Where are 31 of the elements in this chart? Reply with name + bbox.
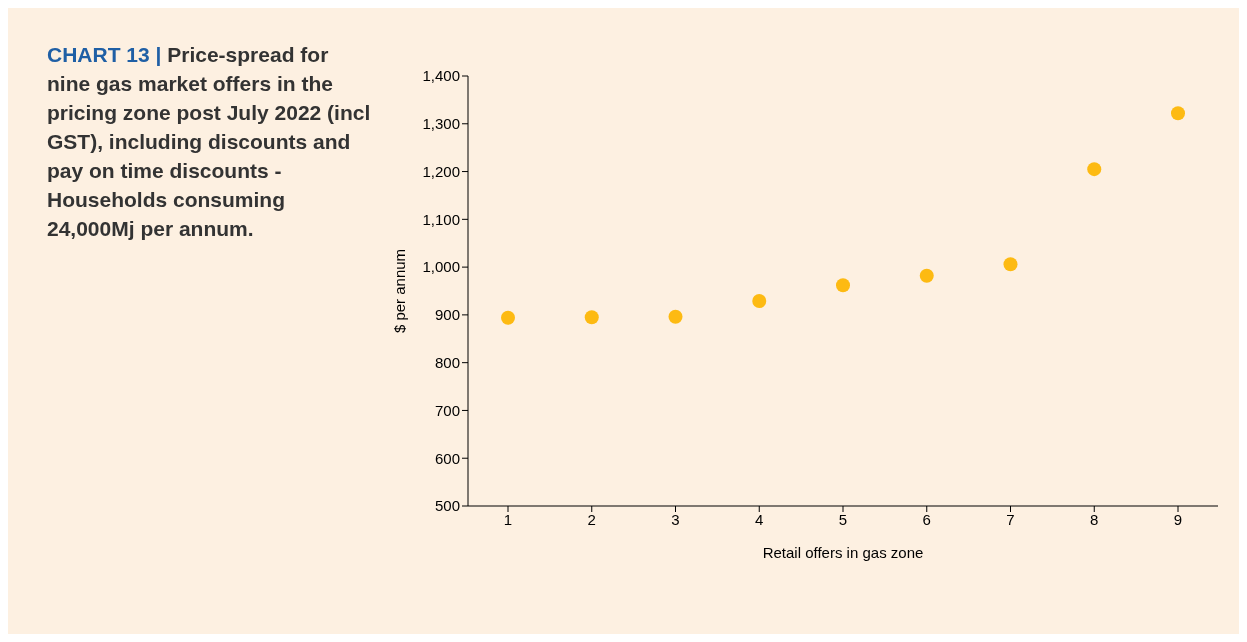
point [919,268,934,283]
y-tick-label: 1,100 [422,210,460,228]
y-tick-label: 800 [434,353,460,371]
point [1087,162,1102,177]
x-tick-label: 3 [671,510,680,528]
point [668,309,683,324]
y-tick-label: 500 [434,497,460,515]
point [584,310,599,325]
point [1003,257,1018,272]
y-tick-label: 900 [434,306,460,324]
x-tick-label: 8 [1090,510,1099,528]
point [1171,106,1185,121]
x-tick-label: 6 [922,510,931,528]
x-tick-label: 2 [587,510,596,528]
x-tick-label: 4 [755,510,764,528]
y-axis-title: $ per annum [391,248,409,334]
x-tick-label: 1 [503,510,513,528]
point [836,278,850,293]
y-tick-label: 1,400 [422,67,460,85]
point [501,310,515,325]
y-tick-label: 1,000 [422,258,460,276]
text: CHART 13 | Price-spread for nine gas market offers in the pricing zone post July 2022 (incl GST), including discounts and pay on time discounts - Households consuming 24,000Mj per annum. [47,43,371,240]
x-tick-label: 5 [838,510,848,528]
x-tick-label: 9 [1173,510,1183,528]
x-axis-title: Retail offers in gas zone [762,544,924,561]
y-tick-label: 1,300 [422,115,460,133]
y-tick-label: 1,200 [422,162,460,180]
y-tick-label: 600 [434,449,460,467]
y-tick-label: 700 [434,401,460,419]
x-tick-label: 7 [1006,510,1015,528]
point [752,294,767,309]
